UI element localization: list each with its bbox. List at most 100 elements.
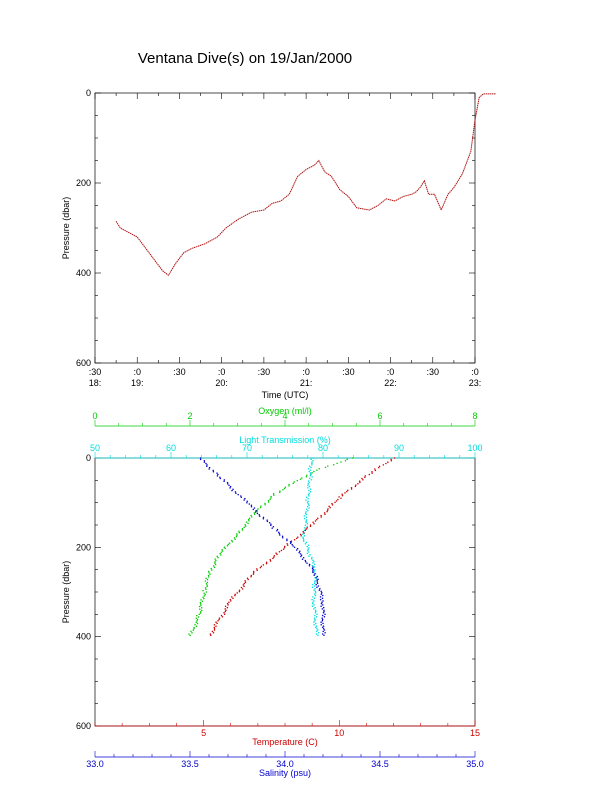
temperature-point [234, 593, 236, 595]
light-point [308, 492, 310, 494]
light-point [313, 570, 316, 572]
salinity-point [216, 475, 219, 477]
light-point [311, 586, 314, 589]
temperature-point [273, 556, 275, 558]
light-point [312, 559, 314, 561]
temperature-point [280, 549, 283, 552]
light-point [308, 551, 310, 553]
temperature-point [317, 517, 319, 520]
temperature-point [211, 630, 214, 633]
temperature-point [224, 610, 227, 613]
salinity-point [317, 585, 320, 587]
oxygen-point [247, 518, 250, 521]
y-axis-label: Pressure (dbar) [61, 561, 71, 624]
salinity-point [323, 610, 325, 613]
light-point [307, 482, 310, 485]
oxygen-point [250, 516, 253, 518]
temperature-point [286, 544, 289, 546]
temperature-point [344, 492, 346, 494]
temperature-point [320, 514, 322, 517]
light-point [309, 491, 312, 493]
temperature-point [273, 554, 276, 557]
salinity-point [298, 551, 300, 554]
salinity-point [281, 536, 284, 539]
light-point [308, 555, 310, 557]
temperature-point [324, 513, 326, 516]
x-tick-label: :0 [302, 367, 310, 377]
temperature-point [213, 626, 216, 629]
x-tick-label: 20: [215, 378, 228, 388]
temperature-point [243, 585, 245, 587]
temperature-tick-label: 15 [470, 728, 480, 738]
oxygen-point [313, 470, 315, 473]
salinity-point [320, 602, 323, 605]
light-point [311, 605, 314, 607]
temperature-point [265, 561, 268, 564]
temperature-point [355, 484, 357, 486]
temperature-point [244, 580, 246, 582]
salinity-point [321, 608, 324, 610]
light-point [310, 466, 312, 469]
light-point [309, 472, 312, 474]
light-point [308, 470, 310, 473]
temperature-point [229, 598, 232, 601]
oxygen-point [244, 525, 247, 527]
salinity-point [235, 492, 237, 495]
light-point [311, 461, 313, 463]
light-point [311, 602, 314, 605]
temperature-point [275, 552, 277, 554]
salinity-point [286, 538, 288, 540]
oxygen-point [244, 523, 246, 526]
oxygen-point [253, 512, 256, 514]
light-point [314, 579, 316, 582]
salinity-point [324, 631, 326, 634]
y-axis-label: Pressure (dbar) [61, 197, 71, 260]
light-point [311, 598, 313, 601]
temperature-point [358, 480, 361, 482]
salinity-point [254, 511, 257, 513]
temperature-point [364, 476, 366, 478]
y-tick-label: 0 [86, 88, 91, 98]
salinity-point [248, 503, 251, 505]
temperature-point [293, 538, 296, 541]
salinity-point [315, 583, 317, 586]
salinity-point [244, 497, 246, 500]
oxygen-point [224, 547, 226, 550]
oxygen-point [199, 603, 202, 605]
salinity-point [321, 618, 324, 621]
temperature-point [309, 525, 312, 528]
salinity-point [304, 561, 307, 563]
temperature-point [224, 608, 226, 610]
light-point [307, 493, 310, 496]
oxygen-point [199, 608, 201, 610]
light-tick-label: 50 [90, 443, 100, 453]
x-tick-label: 19: [131, 378, 144, 388]
temperature-point [328, 505, 330, 507]
oxygen-point [198, 613, 200, 616]
light-point [305, 521, 307, 524]
salinity-point [300, 555, 302, 558]
oxygen-point [238, 531, 241, 534]
oxygen-point [199, 612, 202, 614]
light-point [313, 589, 315, 591]
oxygen-point [204, 587, 207, 589]
light-point [308, 481, 310, 484]
salinity-point [289, 542, 292, 544]
light-point [306, 552, 309, 555]
oxygen-point [206, 585, 208, 588]
temperature-point [374, 469, 377, 472]
x-tick-label: :0 [133, 367, 141, 377]
temperature-point [241, 588, 244, 590]
temperature-point [357, 482, 359, 485]
oxygen-point [205, 577, 207, 580]
light-point [312, 562, 314, 564]
y-tick-label: 400 [76, 632, 91, 642]
oxygen-point [234, 538, 236, 540]
x-tick-label: :0 [471, 367, 479, 377]
temperature-point [350, 488, 353, 490]
temperature-point [347, 489, 349, 492]
salinity-point [226, 483, 229, 485]
light-point [313, 593, 316, 595]
temperature-point [378, 466, 380, 469]
temperature-point [244, 581, 247, 583]
